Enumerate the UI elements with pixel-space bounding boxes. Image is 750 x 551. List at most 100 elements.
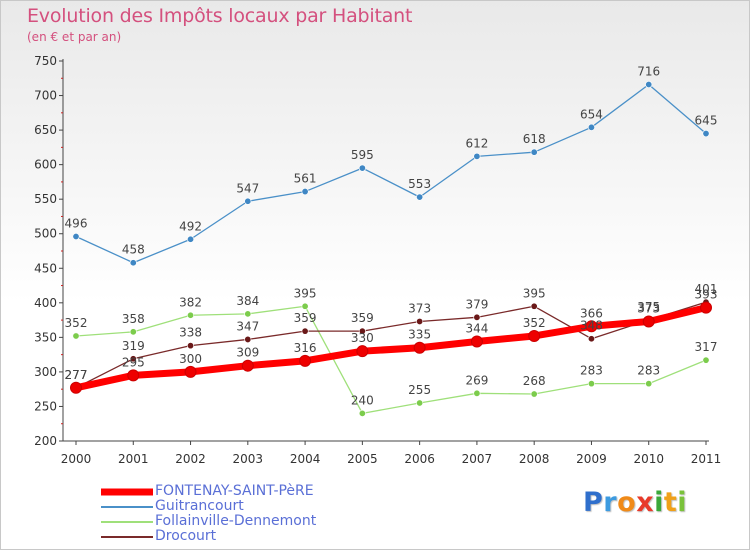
data-point-fontenay-saint-p-re bbox=[184, 365, 197, 378]
series-line-fontenay-saint-p-re bbox=[72, 304, 710, 392]
y-tick-label: 400 bbox=[34, 296, 57, 310]
data-label-guitrancourt: 618 bbox=[523, 132, 546, 146]
data-point-drocourt bbox=[587, 335, 595, 343]
data-label-guitrancourt: 561 bbox=[294, 172, 317, 186]
data-label-follainville-dennemont: 255 bbox=[408, 383, 431, 397]
y-tick-label: 300 bbox=[34, 365, 57, 379]
data-point-fontenay-saint-p-re bbox=[700, 301, 712, 314]
data-point-guitrancourt bbox=[645, 80, 653, 88]
data-point-fontenay-saint-p-re bbox=[356, 345, 369, 358]
legend-label: Guitrancourt bbox=[155, 498, 244, 514]
data-label-follainville-dennemont: 268 bbox=[523, 374, 546, 388]
proxiti-logo: Proxiti bbox=[583, 487, 687, 518]
y-tick-label: 200 bbox=[34, 434, 57, 448]
data-label-follainville-dennemont: 395 bbox=[294, 286, 317, 300]
data-label-follainville-dennemont: 384 bbox=[236, 294, 259, 308]
logo-letter: o bbox=[617, 487, 637, 518]
data-point-guitrancourt bbox=[473, 152, 481, 160]
data-point-follainville-dennemont bbox=[473, 389, 481, 397]
data-label-fontenay-saint-p-re: 300 bbox=[179, 352, 202, 366]
data-label-guitrancourt: 553 bbox=[408, 177, 431, 191]
data-point-fontenay-saint-p-re bbox=[528, 329, 541, 342]
legend-label: FONTENAY-SAINT-PèRE bbox=[155, 483, 314, 499]
data-point-drocourt bbox=[473, 313, 481, 321]
y-tick-label: 550 bbox=[34, 192, 57, 206]
data-point-guitrancourt bbox=[244, 197, 252, 205]
data-label-fontenay-saint-p-re: 393 bbox=[695, 288, 718, 302]
data-point-drocourt bbox=[416, 317, 424, 325]
data-label-fontenay-saint-p-re: 373 bbox=[637, 301, 660, 315]
data-point-guitrancourt bbox=[416, 193, 424, 201]
data-label-follainville-dennemont: 382 bbox=[179, 295, 202, 309]
data-label-follainville-dennemont: 283 bbox=[580, 364, 603, 378]
data-point-guitrancourt bbox=[530, 148, 538, 156]
data-label-drocourt: 359 bbox=[294, 311, 317, 325]
data-point-fontenay-saint-p-re bbox=[127, 369, 140, 382]
x-tick-label: 2000 bbox=[61, 452, 92, 466]
x-tick-label: 2005 bbox=[347, 452, 378, 466]
series-line-drocourt bbox=[75, 301, 707, 389]
logo-letter: x bbox=[636, 487, 655, 518]
data-point-guitrancourt bbox=[129, 259, 137, 267]
legend-label: Follainville-Dennemont bbox=[155, 513, 317, 529]
data-label-follainville-dennemont: 317 bbox=[695, 340, 718, 354]
logo-letter: i bbox=[677, 487, 688, 518]
data-label-fontenay-saint-p-re: 352 bbox=[523, 316, 546, 330]
data-point-drocourt bbox=[301, 327, 309, 335]
data-point-fontenay-saint-p-re bbox=[241, 359, 254, 372]
logo-letter: P bbox=[583, 487, 604, 518]
data-point-fontenay-saint-p-re bbox=[299, 354, 312, 367]
data-point-follainville-dennemont bbox=[187, 311, 195, 319]
y-tick-label: 650 bbox=[34, 123, 57, 137]
data-point-follainville-dennemont bbox=[301, 302, 309, 310]
x-tick-label: 2004 bbox=[290, 452, 321, 466]
y-tick-label: 700 bbox=[34, 89, 57, 103]
data-label-guitrancourt: 645 bbox=[695, 114, 718, 128]
data-point-fontenay-saint-p-re bbox=[413, 341, 426, 354]
data-label-follainville-dennemont: 283 bbox=[637, 364, 660, 378]
y-tick-label: 450 bbox=[34, 261, 57, 275]
x-tick-label: 2011 bbox=[691, 452, 722, 466]
data-label-follainville-dennemont: 269 bbox=[465, 373, 488, 387]
legend-swatch bbox=[101, 520, 153, 523]
legend-swatch bbox=[101, 535, 153, 538]
x-tick-label: 2009 bbox=[576, 452, 607, 466]
y-tick-label: 600 bbox=[34, 158, 57, 172]
y-tick-label: 500 bbox=[34, 227, 57, 241]
data-point-fontenay-saint-p-re bbox=[585, 320, 598, 333]
data-label-drocourt: 395 bbox=[523, 286, 546, 300]
data-label-fontenay-saint-p-re: 295 bbox=[122, 355, 145, 369]
data-point-follainville-dennemont bbox=[587, 380, 595, 388]
data-label-drocourt: 375 bbox=[637, 300, 660, 314]
data-label-fontenay-saint-p-re: 366 bbox=[580, 306, 603, 320]
y-tick-label: 250 bbox=[34, 399, 57, 413]
data-point-guitrancourt bbox=[72, 232, 80, 240]
data-label-drocourt: 379 bbox=[465, 297, 488, 311]
data-label-guitrancourt: 595 bbox=[351, 148, 374, 162]
data-point-follainville-dennemont bbox=[129, 328, 137, 336]
data-label-guitrancourt: 612 bbox=[465, 136, 488, 150]
data-label-drocourt: 277 bbox=[65, 368, 88, 382]
x-tick-label: 2010 bbox=[633, 452, 664, 466]
data-point-follainville-dennemont bbox=[645, 380, 653, 388]
legend-swatch bbox=[101, 488, 153, 495]
y-tick-label: 750 bbox=[34, 54, 57, 68]
data-label-fontenay-saint-p-re: 316 bbox=[294, 341, 317, 355]
data-label-follainville-dennemont: 352 bbox=[65, 316, 88, 330]
data-label-drocourt: 319 bbox=[122, 339, 145, 353]
logo-letter: t bbox=[663, 487, 678, 518]
data-label-drocourt: 401 bbox=[695, 282, 718, 296]
data-point-follainville-dennemont bbox=[416, 399, 424, 407]
x-tick-label: 2002 bbox=[175, 452, 206, 466]
data-label-fontenay-saint-p-re: 330 bbox=[351, 331, 374, 345]
data-point-follainville-dennemont bbox=[530, 390, 538, 398]
data-label-fontenay-saint-p-re: 335 bbox=[408, 328, 431, 342]
chart-subtitle: (en € et par an) bbox=[27, 30, 122, 44]
data-point-guitrancourt bbox=[702, 130, 710, 138]
data-label-fontenay-saint-p-re: 277 bbox=[65, 368, 88, 382]
data-point-follainville-dennemont bbox=[72, 332, 80, 340]
data-label-guitrancourt: 716 bbox=[637, 64, 660, 78]
data-point-fontenay-saint-p-re bbox=[70, 381, 82, 394]
legend-swatch bbox=[101, 505, 153, 508]
